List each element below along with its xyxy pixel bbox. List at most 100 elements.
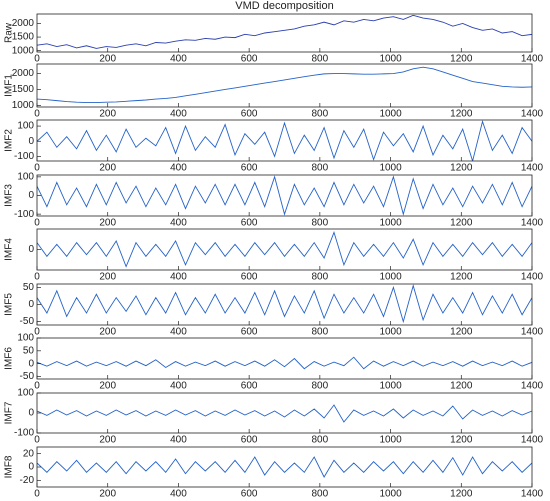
- x-tick-label: 1400: [521, 489, 544, 500]
- y-tick-label: -20: [20, 475, 35, 486]
- x-tick-label: 0: [34, 489, 40, 500]
- signal-line: [37, 404, 532, 423]
- x-tick-label: 0: [34, 327, 40, 338]
- signal-line: [37, 284, 532, 324]
- x-tick-label: 1000: [379, 109, 402, 120]
- y-tick-label: 100: [17, 172, 34, 183]
- y-tick-label: 50: [23, 345, 35, 356]
- y-axis-label: IMF7: [4, 401, 15, 424]
- y-axis-label: Raw: [4, 22, 15, 43]
- x-tick-label: 400: [170, 381, 187, 392]
- x-tick-label: 800: [312, 327, 329, 338]
- signal-line: [37, 231, 532, 268]
- x-tick-label: 800: [312, 489, 329, 500]
- signal-line: [37, 456, 532, 478]
- x-tick-label: 200: [99, 163, 116, 174]
- x-tick-label: 1000: [379, 54, 402, 65]
- x-tick-label: 0: [34, 381, 40, 392]
- x-tick-label: 1000: [379, 272, 402, 283]
- x-tick-label: 200: [99, 54, 116, 65]
- x-tick-label: 1000: [379, 489, 402, 500]
- x-tick-label: 600: [241, 381, 258, 392]
- x-tick-label: 400: [170, 109, 187, 120]
- x-tick-label: 1000: [379, 218, 402, 229]
- y-tick-label: 50: [23, 282, 35, 293]
- x-tick-label: 200: [99, 272, 116, 283]
- x-tick-label: 0: [34, 435, 40, 446]
- axes-frame: [36, 119, 533, 162]
- y-axis-label: IMF1: [4, 74, 15, 97]
- y-tick-label: 1000: [12, 45, 35, 56]
- y-tick-label: -100: [14, 428, 34, 439]
- signal-line: [37, 66, 532, 103]
- y-tick-label: 0: [28, 244, 34, 255]
- plot-area: [37, 14, 532, 49]
- y-tick-label: 100: [17, 388, 34, 399]
- x-tick-label: 800: [312, 163, 329, 174]
- axes-frame: [36, 283, 533, 326]
- x-tick-label: 1400: [521, 218, 544, 229]
- x-tick-label: 0: [34, 272, 40, 283]
- x-tick-label: 600: [241, 163, 258, 174]
- x-tick-label: 1400: [521, 272, 544, 283]
- y-axis-label: IMF5: [4, 293, 15, 316]
- x-tick-label: 600: [241, 54, 258, 65]
- axes-frame: [36, 174, 533, 217]
- x-tick-label: 1000: [379, 163, 402, 174]
- y-tick-label: 100: [17, 121, 34, 132]
- y-axis-label: IMF2: [4, 129, 15, 152]
- y-tick-label: 0: [28, 299, 34, 310]
- plot-area: [37, 284, 532, 324]
- y-tick-label: 0: [28, 358, 34, 369]
- x-tick-label: 1400: [521, 109, 544, 120]
- x-tick-label: 400: [170, 218, 187, 229]
- x-tick-label: 1200: [450, 381, 473, 392]
- x-tick-label: 0: [34, 163, 40, 174]
- y-tick-label: 0: [28, 408, 34, 419]
- x-tick-label: 1400: [521, 435, 544, 446]
- plot-area: [37, 175, 532, 216]
- axes-frame: [36, 13, 533, 53]
- y-tick-label: 1000: [12, 100, 35, 111]
- x-tick-label: 400: [170, 54, 187, 65]
- x-tick-label: 600: [241, 272, 258, 283]
- y-tick-label: 2000: [12, 18, 35, 29]
- x-tick-label: 200: [99, 327, 116, 338]
- signal-line: [37, 175, 532, 216]
- axes-frame: [36, 228, 533, 271]
- x-tick-label: 200: [99, 109, 116, 120]
- x-tick-label: 1200: [450, 218, 473, 229]
- x-tick-label: 1400: [521, 54, 544, 65]
- y-tick-label: 2000: [12, 68, 35, 79]
- x-tick-label: 800: [312, 54, 329, 65]
- x-tick-label: 600: [241, 327, 258, 338]
- x-tick-label: 600: [241, 435, 258, 446]
- x-tick-label: 1400: [521, 381, 544, 392]
- chart-title: VMD decomposition: [235, 0, 333, 12]
- x-tick-label: 600: [241, 218, 258, 229]
- x-tick-label: 1400: [521, 163, 544, 174]
- signal-line: [37, 356, 532, 370]
- plot-area: [37, 356, 532, 370]
- plot-area: [37, 456, 532, 478]
- x-tick-label: 800: [312, 435, 329, 446]
- x-tick-label: 400: [170, 163, 187, 174]
- x-tick-label: 1400: [521, 327, 544, 338]
- y-tick-label: 100: [17, 333, 34, 344]
- y-tick-label: 0: [28, 190, 34, 201]
- axes-frame: [36, 63, 533, 108]
- x-tick-label: 1200: [450, 272, 473, 283]
- y-axis-label: IMF6: [4, 347, 15, 370]
- x-tick-label: 800: [312, 218, 329, 229]
- y-tick-label: 1500: [12, 32, 35, 43]
- x-tick-label: 0: [34, 54, 40, 65]
- signal-line: [37, 120, 532, 161]
- x-tick-label: 1200: [450, 489, 473, 500]
- x-tick-label: 1200: [450, 54, 473, 65]
- x-tick-label: 200: [99, 435, 116, 446]
- y-tick-label: -50: [20, 316, 35, 327]
- x-tick-label: 1200: [450, 109, 473, 120]
- x-tick-label: 800: [312, 381, 329, 392]
- x-tick-label: 1000: [379, 381, 402, 392]
- y-tick-label: 0: [28, 136, 34, 147]
